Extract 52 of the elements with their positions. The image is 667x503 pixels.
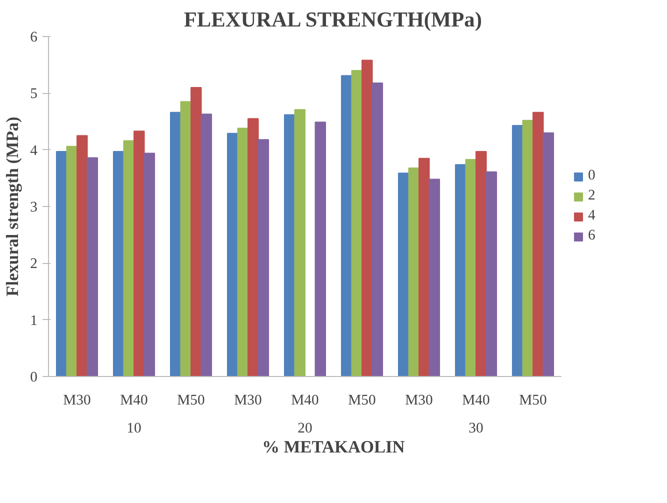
x-tick-label: M40 [291,392,319,408]
x-tick-label: M50 [519,392,547,408]
bar [190,87,202,376]
y-tick-label: 5 [30,86,38,102]
y-tick-label: 3 [30,200,38,216]
bar [408,167,420,376]
bar [134,130,145,376]
legend-label: 2 [588,188,596,204]
bar [428,178,440,376]
bar [314,122,326,376]
x-tick-label: M30 [405,392,433,408]
bar [248,118,259,376]
bar [465,158,476,376]
bar [144,152,156,376]
bar [294,109,306,376]
bar [123,140,134,376]
bar [372,82,384,376]
bar [76,135,88,376]
y-tick-label: 4 [30,142,38,159]
bar [418,158,430,376]
legend-label: 4 [588,208,596,224]
x-tick-label: M50 [348,392,376,408]
x-tick-label: M40 [462,392,490,408]
y-tick-label: 6 [30,30,38,46]
x-tick-label: M30 [234,392,262,408]
y-tick-label: 1 [30,312,38,329]
bar [542,132,554,376]
bar [532,112,544,376]
text: 30 [468,420,484,436]
bar [362,60,373,376]
bar [86,157,98,376]
bar [200,114,212,376]
x-tick-label: M30 [63,392,91,408]
bar [486,171,498,376]
x-tick-label: M50 [177,392,205,408]
chart-title: FLEXURAL STRENGTH(MPa) [184,8,482,32]
y-tick-label: 2 [30,256,38,272]
bar [476,151,487,376]
bar [237,128,248,376]
bar [180,101,192,376]
y-tick-label: 0 [30,370,38,386]
legend-label: 0 [588,168,596,184]
x-tick-label: M40 [120,392,148,408]
bar [522,120,534,376]
bar [351,70,362,376]
x-axis-title: % METAKAOLIN [262,438,406,456]
text: 10 [126,420,142,436]
text: 20 [298,420,312,436]
legend-label: 6 [588,228,596,244]
bar [258,139,270,376]
bar [66,146,78,376]
y-axis-title: Flexural strength (MPa) [3,116,22,296]
